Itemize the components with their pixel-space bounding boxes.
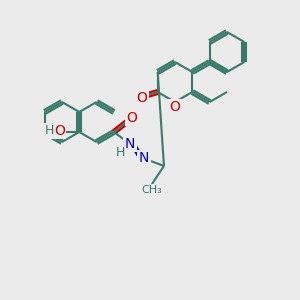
Text: N: N [139,151,149,165]
Text: O: O [54,124,65,138]
Text: O: O [136,91,147,105]
Text: O: O [127,111,137,125]
Text: H: H [115,146,124,158]
Text: H: H [45,124,54,137]
Text: N: N [125,137,135,151]
Text: O: O [169,100,180,114]
Text: CH₃: CH₃ [142,185,162,195]
